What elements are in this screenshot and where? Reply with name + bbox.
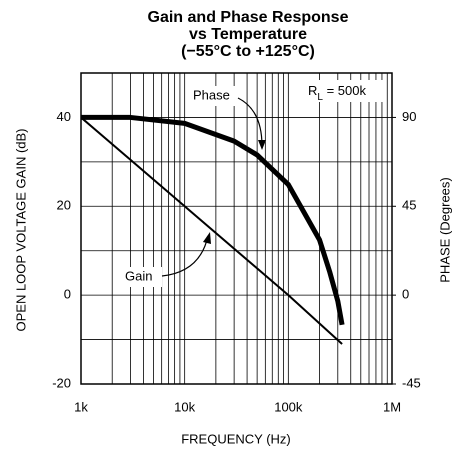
gain-annotation: Gain — [125, 268, 152, 283]
x-tick-label: 1k — [74, 399, 88, 414]
series-line — [80, 116, 343, 345]
label-bg — [190, 86, 236, 106]
x-axis-label: FREQUENCY (Hz) — [181, 431, 291, 446]
arrowhead — [203, 232, 211, 244]
y2-tick-label: 45 — [402, 198, 416, 213]
y2-tick-label: 0 — [402, 287, 409, 302]
rl-main: R — [308, 83, 317, 98]
plot-frame — [80, 72, 393, 385]
label-bg — [122, 267, 162, 287]
y2-axis-label: PHASE (Degrees) — [437, 177, 452, 282]
chart-title: Gain and Phase Response — [148, 9, 349, 26]
y2-tick-label: 90 — [402, 109, 416, 124]
rl-label: RL = 500k — [308, 83, 366, 102]
series-line — [81, 114, 345, 326]
rl-sub: L — [317, 92, 323, 103]
label-bg — [304, 80, 386, 102]
arrowhead — [258, 140, 266, 150]
rl-rest: = 500k — [323, 83, 367, 98]
arrow — [237, 97, 263, 147]
y-tick-label: 40 — [57, 109, 71, 124]
x-tick-label: 100k — [274, 399, 303, 414]
x-tick-label: 10k — [174, 399, 195, 414]
y2-tick-label: -45 — [402, 375, 421, 390]
y-tick-label: 20 — [57, 198, 71, 213]
y-tick-label: 0 — [64, 287, 71, 302]
x-tick-label: 1M — [383, 399, 401, 414]
chart-title: (−55°C to +125°C) — [181, 43, 315, 60]
y-tick-label: -20 — [52, 375, 71, 390]
chart-title: vs Temperature — [189, 26, 307, 43]
y-axis-label: OPEN LOOP VOLTAGE GAIN (dB) — [13, 129, 28, 332]
phase-annotation: Phase — [193, 87, 230, 102]
